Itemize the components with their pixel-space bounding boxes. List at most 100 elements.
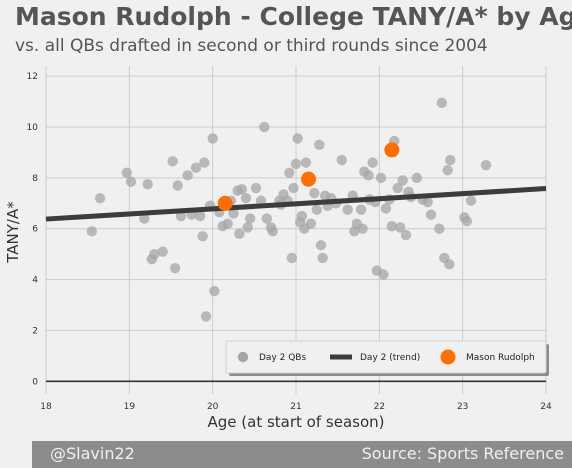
day2-qb-point (200, 311, 212, 322)
day2-qb-point (336, 154, 348, 166)
x-tick-label: 19 (124, 402, 136, 412)
chart-title: Mason Rudolph - College TANY/A* by Age (15, 2, 572, 31)
day2-qb-point (480, 159, 492, 171)
y-tick-label: 2 (32, 326, 38, 336)
day2-qb-point (86, 226, 98, 237)
mason-rudolph-point (384, 142, 400, 158)
grid-lines (45, 66, 547, 394)
day2-qb-point (375, 172, 387, 184)
y-tick-label: 10 (27, 123, 39, 133)
day2-qb-point (315, 240, 327, 251)
day2-qb-point (392, 182, 403, 194)
day2-qb-point (411, 172, 423, 184)
day2-qb-point (378, 269, 389, 280)
day2-qb-point (436, 97, 448, 109)
day2-qb-point (125, 176, 137, 187)
day2-qb-point (380, 203, 392, 214)
day2-qb-point (290, 158, 302, 170)
day2-qb-point (250, 182, 262, 194)
day2-qb-point (397, 175, 408, 186)
day2-qb-point (197, 231, 208, 242)
day2-qb-point (207, 133, 218, 144)
day2-qb-point (425, 209, 437, 220)
day2-qb-point (261, 213, 273, 224)
day2-qb-point (259, 121, 270, 133)
chart-subtitle: vs. all QBs drafted in second or third r… (15, 36, 488, 56)
day2-qb-point (400, 229, 412, 241)
day2-qb-point (182, 170, 193, 181)
y-axis-label: TANY/A* (4, 201, 22, 264)
x-tick-label: 18 (40, 402, 52, 412)
day2-qb-point (172, 180, 183, 191)
day2-qb-point (461, 215, 473, 227)
day2-qb-point (314, 139, 325, 151)
day2-qb-point (296, 210, 308, 222)
day2-qb-point (342, 204, 353, 215)
day2-qb-point (240, 193, 252, 204)
day2-qb-point (194, 210, 206, 222)
day2-qb-point (157, 246, 168, 257)
day2-qb-point (209, 285, 220, 297)
x-tick-label: 21 (290, 402, 301, 412)
mason-rudolph-point (217, 195, 233, 211)
legend: Day 2 QBs Day 2 (trend) Mason Rudolph (225, 340, 549, 376)
day2-qb-point (242, 222, 253, 233)
day2-qb-point (267, 226, 278, 237)
day2-qb-point (300, 157, 312, 168)
legend-rudolph-marker (440, 349, 456, 365)
footer-bar: @Slavin22 Source: Sports Reference (32, 441, 572, 468)
day2-qb-point (190, 162, 202, 173)
day2-qb-point (142, 179, 153, 190)
day2-qb-point (394, 222, 406, 233)
day2-qb-point (317, 252, 328, 264)
footer-source: Source: Sports Reference (361, 444, 564, 463)
day2-qb-point (236, 184, 248, 195)
day2-qb-point (355, 204, 367, 215)
day2-qb-point (305, 218, 317, 229)
y-tick-label: 4 (32, 276, 38, 286)
mason-rudolph-points (217, 142, 400, 211)
y-tick-label: 6 (32, 225, 38, 235)
legend-rudolph-label: Mason Rudolph (466, 353, 535, 363)
day2-qb-point (288, 182, 299, 194)
x-tick-label: 20 (207, 402, 219, 412)
day2-qb-point (311, 204, 323, 215)
day2-qb-point (149, 248, 160, 260)
x-tick-label: 24 (540, 402, 552, 412)
legend-trend-label: Day 2 (trend) (360, 353, 420, 363)
day2-qb-point (244, 213, 256, 224)
day2-qb-point (422, 196, 433, 208)
day2-qb-point (444, 154, 456, 166)
day2-qb-point (286, 252, 298, 264)
legend-box (225, 340, 547, 374)
legend-day2-label: Day 2 QBs (259, 353, 306, 363)
y-tick-label: 0 (32, 377, 38, 387)
y-tick-label: 8 (32, 174, 38, 184)
trend-line-group (45, 186, 547, 222)
trend-line (45, 186, 547, 222)
x-axis-label: Age (at start of season) (208, 413, 385, 431)
day2-qb-point (434, 223, 445, 234)
day2-qb-point (386, 220, 398, 232)
day2-qb-point (284, 167, 295, 178)
mason-rudolph-point (301, 171, 316, 187)
day2-qb-point (309, 187, 320, 199)
day2-qb-point (367, 157, 378, 168)
x-tick-label: 23 (457, 402, 468, 412)
day2-qb-point (167, 156, 178, 167)
day2-qb-point (363, 170, 374, 181)
y-tick-label: 12 (27, 72, 38, 82)
day2-qb-point (357, 223, 368, 234)
day2-qb-point (292, 133, 303, 144)
x-tick-label: 22 (374, 402, 385, 412)
day2-qb-point (444, 259, 455, 270)
day2-qb-point (465, 195, 477, 206)
day2-qb-point (228, 208, 239, 219)
day2-qb-point (234, 228, 245, 240)
day2-qb-point (121, 167, 133, 178)
day2-qb-point (199, 157, 210, 168)
day2-qb-point (169, 262, 181, 274)
day2-qb-point (222, 218, 233, 229)
